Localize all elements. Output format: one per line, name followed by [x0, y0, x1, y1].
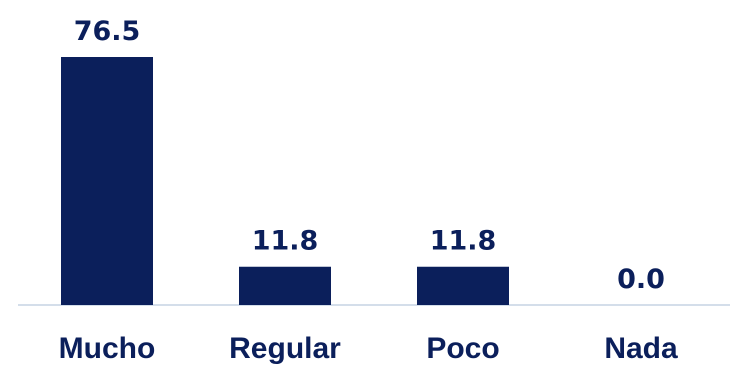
category-label-regular: Regular — [229, 332, 341, 365]
bar-regular — [239, 266, 331, 305]
category-label-group: Mucho Regular Poco Nada — [59, 332, 678, 365]
value-label-mucho: 76.5 — [74, 16, 141, 47]
value-label-nada: 0.0 — [617, 264, 665, 295]
value-label-regular: 11.8 — [252, 226, 319, 257]
bar-mucho — [61, 57, 153, 305]
bar-group — [61, 57, 509, 305]
bar-poco — [417, 266, 509, 305]
category-label-poco: Poco — [426, 332, 499, 365]
value-label-poco: 11.8 — [430, 226, 497, 257]
value-label-group: 76.5 11.8 11.8 0.0 — [74, 16, 665, 295]
category-label-nada: Nada — [604, 332, 678, 365]
category-label-mucho: Mucho — [59, 332, 156, 365]
